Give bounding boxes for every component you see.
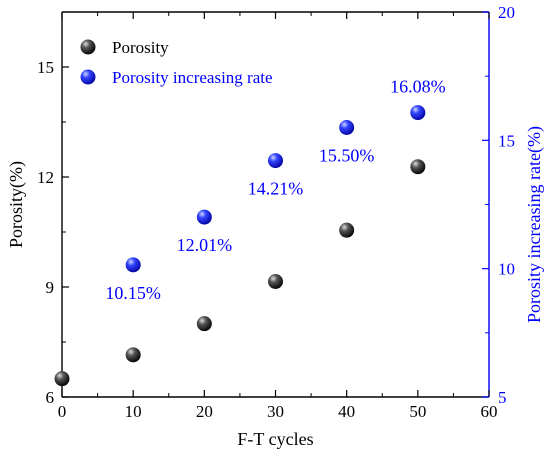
y-right-tick-label: 5 <box>498 388 507 407</box>
porosity-point <box>268 274 283 289</box>
rate-point <box>339 120 355 135</box>
legend: Porosity Porosity increasing rate <box>80 38 273 87</box>
legend-porosity-label: Porosity <box>112 38 169 57</box>
y-left-tick-label: 9 <box>46 278 55 297</box>
y-left-tick-label: 12 <box>37 168 54 187</box>
legend-rate-label: Porosity increasing rate <box>112 68 273 87</box>
labels-layer: F-T cycles Porosity(%) Porosity increasing… <box>6 77 545 449</box>
y-right-tick-label: 15 <box>498 131 515 150</box>
marks-layer <box>54 105 426 387</box>
rate-data-label: 16.08% <box>390 77 446 97</box>
y-left-axis-title: Porosity(%) <box>6 161 27 248</box>
x-axis-title: F-T cycles <box>237 429 313 449</box>
y-left-tick-label: 6 <box>46 388 55 407</box>
legend-rate-marker <box>80 69 96 85</box>
rate-point <box>268 153 283 169</box>
rate-data-label: 15.50% <box>319 146 375 166</box>
x-tick-label: 10 <box>125 402 142 421</box>
y-right-tick-label: 20 <box>498 3 515 22</box>
porosity-point <box>125 347 141 363</box>
legend-porosity-marker <box>80 39 96 55</box>
rate-data-label: 10.15% <box>105 283 161 303</box>
porosity-point <box>339 222 355 238</box>
y-right-axis-title: Porosity increasing rate(%) <box>524 126 545 323</box>
rate-point <box>410 105 426 121</box>
x-tick-label: 20 <box>196 402 213 421</box>
rate-data-label: 14.21% <box>248 179 304 199</box>
x-tick-label: 0 <box>58 402 67 421</box>
y-left-tick-label: 15 <box>37 58 54 77</box>
x-tick-label: 40 <box>338 402 355 421</box>
x-tick-label: 50 <box>409 402 426 421</box>
x-tick-label: 60 <box>481 402 498 421</box>
porosity-point <box>196 316 212 332</box>
rate-data-label: 12.01% <box>177 235 233 255</box>
rate-point <box>125 257 141 273</box>
porosity-point <box>54 371 70 387</box>
x-tick-label: 30 <box>267 402 284 421</box>
rate-point <box>196 209 212 225</box>
ticks-layer: 0 10 20 30 40 50 60 6 9 12 15 5 10 15 20 <box>37 3 515 421</box>
porosity-point <box>410 159 426 175</box>
y-right-tick-label: 10 <box>498 260 515 279</box>
